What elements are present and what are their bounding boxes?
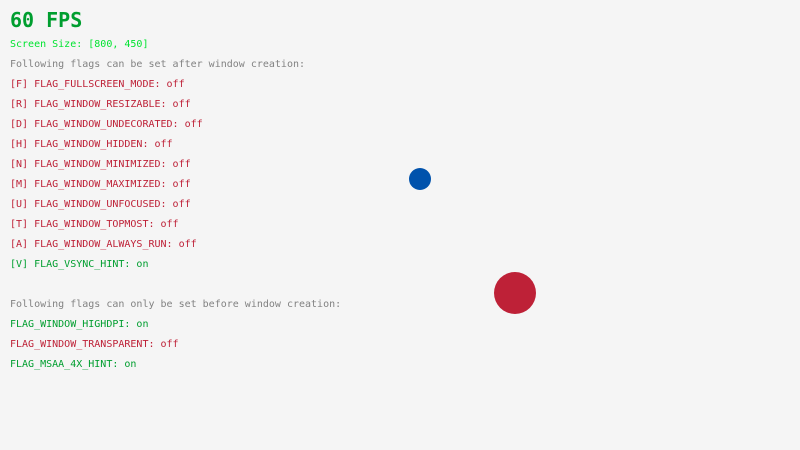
flag-window-highdpi: FLAG_WINDOW_HIGHDPI: on xyxy=(10,319,149,330)
flag-window-minimized: [N] FLAG_WINDOW_MINIMIZED: off xyxy=(10,159,191,170)
flag-window-transparent: FLAG_WINDOW_TRANSPARENT: off xyxy=(10,339,179,350)
large-red-ball xyxy=(494,272,536,314)
flag-fullscreen-mode: [F] FLAG_FULLSCREEN_MODE: off xyxy=(10,79,185,90)
flag-window-resizable: [R] FLAG_WINDOW_RESIZABLE: off xyxy=(10,99,191,110)
flag-window-undecorated: [D] FLAG_WINDOW_UNDECORATED: off xyxy=(10,119,203,130)
screen-size-label: Screen Size: [800, 450] xyxy=(10,39,149,50)
flag-msaa-4x-hint: FLAG_MSAA_4X_HINT: on xyxy=(10,359,137,370)
small-blue-ball xyxy=(409,168,431,190)
flag-window-always-run: [A] FLAG_WINDOW_ALWAYS_RUN: off xyxy=(10,239,197,250)
flag-window-unfocused: [U] FLAG_WINDOW_UNFOCUSED: off xyxy=(10,199,191,210)
after-creation-section-header: Following flags can be set after window … xyxy=(10,59,306,70)
before-creation-section-header: Following flags can only be set before w… xyxy=(10,299,342,310)
flag-window-topmost: [T] FLAG_WINDOW_TOPMOST: off xyxy=(10,219,179,230)
flag-window-maximized: [M] FLAG_WINDOW_MAXIMIZED: off xyxy=(10,179,191,190)
flag-vsync-hint: [V] FLAG_VSYNC_HINT: on xyxy=(10,259,149,270)
fps-counter: 60 FPS xyxy=(10,8,83,32)
flag-window-hidden: [H] FLAG_WINDOW_HIDDEN: off xyxy=(10,139,173,150)
